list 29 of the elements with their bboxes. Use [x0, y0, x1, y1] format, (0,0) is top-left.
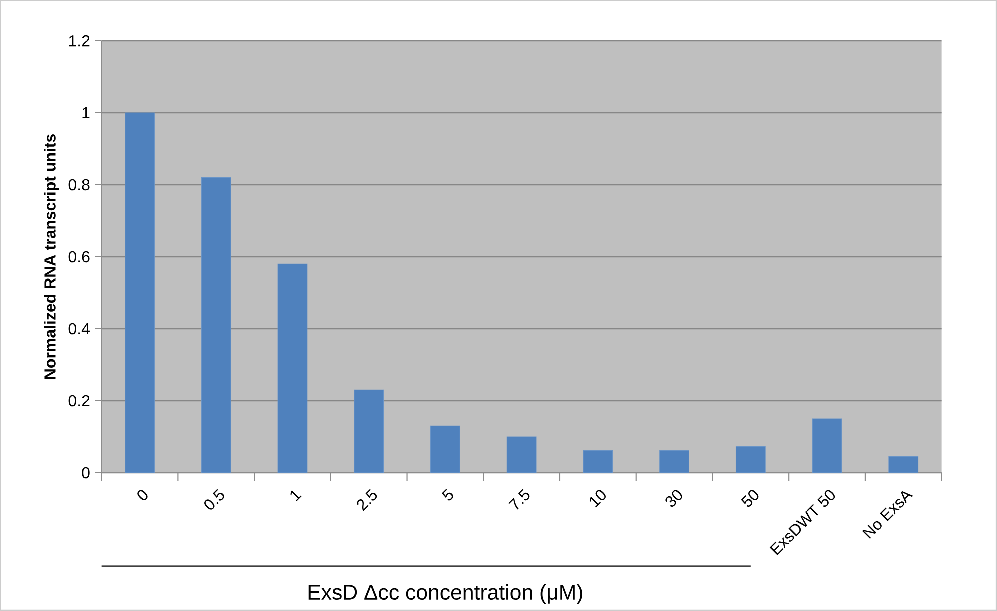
- bar: [125, 112, 155, 474]
- bar: [506, 436, 537, 474]
- y-tick-label: 0.6: [68, 251, 90, 263]
- bar: [278, 264, 308, 474]
- x-tick-label: 10: [590, 490, 606, 508]
- y-tick-label: 1.2: [69, 35, 90, 47]
- x-tick-label: 30: [666, 490, 682, 508]
- bar: [354, 390, 384, 474]
- bar: [812, 418, 842, 474]
- y-tick-label: 0.2: [68, 395, 90, 407]
- bar: [430, 426, 460, 474]
- bar: [888, 456, 919, 474]
- y-tick-label: 0.8: [68, 179, 90, 191]
- bar: [736, 446, 766, 474]
- x-tick-label: 0.5: [204, 489, 224, 510]
- bar: [660, 450, 690, 474]
- x-tick-label: 50: [741, 490, 759, 508]
- x-tick-label: 2.5: [357, 489, 378, 512]
- y-tick-label: 0.4: [68, 323, 90, 335]
- bar: [583, 450, 614, 474]
- bar: [201, 178, 232, 474]
- y-tick-label: 1: [82, 108, 90, 118]
- x-tick-label: 7.5: [508, 489, 530, 510]
- x-tick-label: 0: [138, 490, 148, 500]
- y-tick-label: 0: [82, 467, 90, 479]
- y-axis-title: Normalized RNA transcript units: [44, 134, 60, 380]
- x-tick-label: 5: [442, 489, 454, 501]
- x-tick-label: 1: [290, 490, 302, 502]
- x-axis-title: ExsD Δcc concentration (μM): [308, 584, 582, 604]
